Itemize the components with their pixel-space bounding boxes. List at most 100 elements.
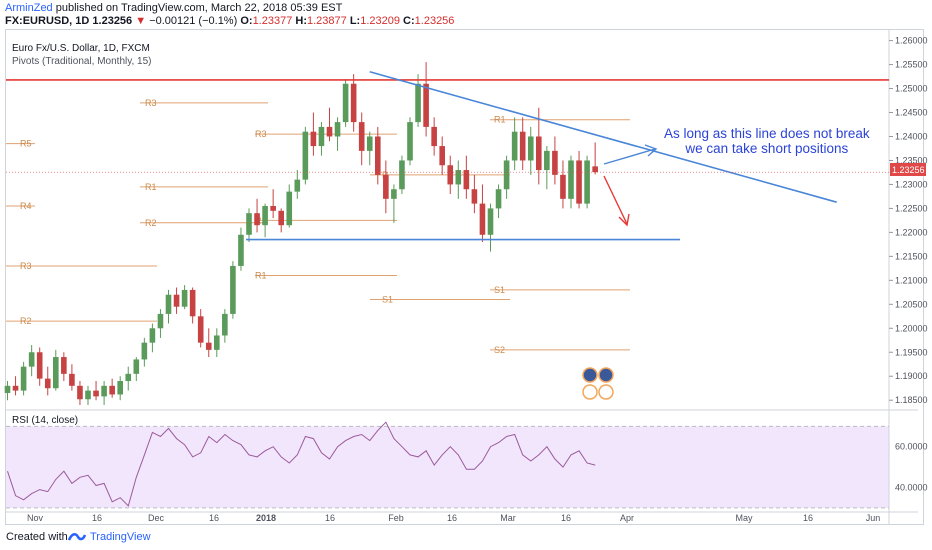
candle-body <box>125 373 132 382</box>
pivot-label: R1 <box>494 115 506 125</box>
footer: Created with TradingView <box>0 528 932 550</box>
x-axis-tick-label: Apr <box>620 513 634 523</box>
low-value: 1.23209 <box>360 15 400 27</box>
candle-body <box>431 126 437 147</box>
arrow-right-icon <box>603 144 658 165</box>
candle-body <box>238 234 244 266</box>
candle-body <box>302 131 309 180</box>
candle-body <box>69 373 75 386</box>
x-axis-tick-label: Nov <box>27 513 44 523</box>
y-axis-tick-label: 1.20500 <box>895 299 928 309</box>
pivot-label: R2 <box>20 316 32 326</box>
candle-body <box>262 206 268 226</box>
candle-body <box>536 136 542 171</box>
pivot-label: S1 <box>382 295 393 305</box>
candle-body <box>592 166 598 173</box>
down-arrow-icon: ▼ <box>135 15 147 27</box>
candle-body <box>85 390 91 400</box>
low-label: L: <box>349 15 361 27</box>
candle-body <box>511 131 518 161</box>
descending-trendline <box>369 70 837 203</box>
pivot-label: R3 <box>145 98 157 108</box>
price-badge <box>890 163 926 176</box>
candle-body <box>391 189 397 199</box>
candle-body <box>12 385 19 391</box>
candle-body <box>415 83 421 123</box>
price-badge-text: 1.23256 <box>892 165 925 175</box>
candle-body <box>157 313 164 329</box>
candle-body <box>294 179 301 192</box>
tradingview-brand[interactable]: TradingView <box>90 531 151 543</box>
candle-body <box>455 170 462 185</box>
y-axis-tick-label: 1.24000 <box>895 131 928 141</box>
candle-body <box>463 170 470 190</box>
y-axis-tick-label: 1.20000 <box>895 323 928 333</box>
candle-body <box>366 136 373 151</box>
candle-body <box>214 335 220 350</box>
x-axis-tick-label: Mar <box>500 513 516 523</box>
y-axis-tick-label: 1.26000 <box>895 36 928 46</box>
candle-body <box>270 206 276 211</box>
candle-body <box>61 357 67 374</box>
candle-body <box>133 359 140 374</box>
pivot-label: R3 <box>255 129 267 139</box>
y-axis-tick-label: 1.21000 <box>895 275 928 285</box>
candle-body <box>383 174 389 199</box>
rsi-axis-tick-label: 40.0000 <box>895 483 928 493</box>
y-axis-tick-label: 1.24500 <box>895 108 928 118</box>
pivot-label: R3 <box>20 261 32 271</box>
candle-body <box>101 385 107 397</box>
candle-body <box>28 352 35 367</box>
author-link[interactable]: ArminZed <box>5 2 53 14</box>
last-price: 1.23256 <box>92 15 133 27</box>
chart-title: Euro Fx/U.S. Dollar, 1D, FXCM <box>12 43 150 54</box>
candle-body <box>439 146 445 166</box>
candle-body <box>503 160 510 190</box>
candle-body <box>487 208 494 235</box>
annotation-line-1: As long as this line does not break <box>664 126 870 141</box>
candle-body <box>93 390 99 397</box>
candle-body <box>407 122 413 161</box>
y-axis-tick-label: 1.19500 <box>895 347 928 357</box>
open-value: 1.23377 <box>252 15 293 27</box>
candle-body <box>479 203 486 235</box>
candle-body <box>44 378 51 389</box>
candle-body <box>318 126 325 147</box>
candle-body <box>165 294 172 314</box>
candle-body <box>358 122 365 151</box>
rsi-legend: RSI (14, close) <box>12 415 78 426</box>
x-axis-tick-label: 16 <box>92 513 102 523</box>
y-axis-tick-label: 1.18500 <box>895 395 928 405</box>
candle-body <box>342 83 349 123</box>
candle-body <box>230 265 236 314</box>
candle-body <box>471 189 478 204</box>
y-axis-tick-label: 1.25000 <box>895 84 928 94</box>
high-label: H: <box>295 15 307 27</box>
pivot-label: R2 <box>145 218 157 228</box>
pivot-label: S2 <box>494 345 505 355</box>
pivot-label: S1 <box>494 285 505 295</box>
x-axis-tick-label: Dec <box>148 513 165 523</box>
arrow-down-icon <box>603 175 630 227</box>
candle-body <box>495 189 502 209</box>
candle-body <box>149 328 156 343</box>
annotation-text: As long as this line does not break we c… <box>664 126 870 156</box>
pivot-label: R5 <box>20 139 32 149</box>
y-axis-tick-label: 1.22500 <box>895 203 928 213</box>
y-axis-tick-label: 1.19000 <box>895 371 928 381</box>
candle-body <box>399 160 405 190</box>
candle-body <box>20 366 27 391</box>
x-axis-tick-label: 16 <box>325 513 335 523</box>
pivot-label: R4 <box>20 201 32 211</box>
chart-frame <box>5 29 924 525</box>
close-label: C: <box>403 15 415 27</box>
candle-body <box>246 213 252 235</box>
candle-body <box>286 191 293 226</box>
candle-body <box>350 83 357 123</box>
candle-body <box>568 160 574 199</box>
candle-body <box>576 160 582 204</box>
candle-body <box>278 210 284 226</box>
candle-body <box>205 342 212 350</box>
pivot-label: R2 <box>255 215 267 225</box>
